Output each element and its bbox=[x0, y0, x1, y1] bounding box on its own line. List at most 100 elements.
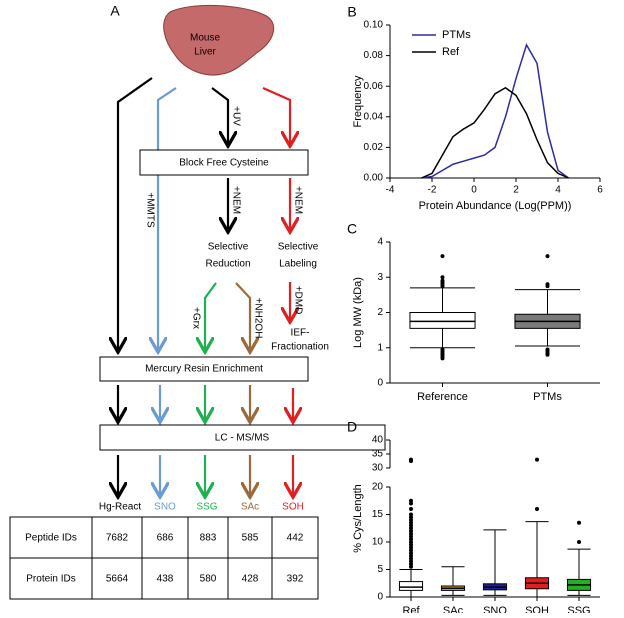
outlier bbox=[535, 457, 539, 462]
liver-text: Mouse bbox=[190, 33, 220, 44]
box bbox=[398, 581, 424, 591]
y-tick-label: 0.06 bbox=[364, 81, 384, 92]
y-tick-label: 5 bbox=[377, 564, 383, 575]
output-label: Hg-React bbox=[99, 502, 141, 513]
table-cell: 580 bbox=[200, 574, 217, 585]
outlier bbox=[545, 254, 550, 259]
output-label: SOH bbox=[282, 502, 304, 513]
liver-icon bbox=[163, 5, 274, 76]
arrow-label: +UV bbox=[230, 106, 241, 126]
outlier bbox=[545, 352, 550, 357]
y-tick-label: 15 bbox=[372, 509, 384, 520]
panel-label: C bbox=[347, 221, 357, 237]
outlier bbox=[440, 284, 445, 289]
outlier bbox=[409, 553, 413, 558]
step-text: Labeling bbox=[279, 259, 317, 270]
y-tick-label: 0 bbox=[377, 592, 383, 603]
table-cell: 686 bbox=[157, 533, 174, 544]
y-tick-label: 10 bbox=[372, 537, 384, 548]
y-tick-label: 0.00 bbox=[364, 173, 384, 184]
y-tick-label: 2 bbox=[377, 307, 383, 318]
step-text: Selective bbox=[208, 242, 249, 253]
output-label: SSG bbox=[196, 502, 217, 513]
y-axis-title: Log MW (kDa) bbox=[352, 277, 364, 348]
mercury-box bbox=[99, 356, 309, 382]
outlier bbox=[409, 512, 413, 517]
outlier bbox=[409, 534, 413, 539]
outlier bbox=[440, 275, 445, 280]
outlier bbox=[440, 254, 445, 259]
table-cell: 5664 bbox=[106, 574, 129, 585]
table-cell: 438 bbox=[157, 574, 174, 585]
table-cell: 442 bbox=[287, 533, 304, 544]
outlier bbox=[409, 548, 413, 553]
lcms-box bbox=[99, 424, 386, 451]
x-tick-label: SSG bbox=[567, 605, 590, 613]
x-tick-label: Ref bbox=[402, 605, 420, 613]
step-text: Selective bbox=[278, 242, 319, 253]
outlier bbox=[409, 537, 413, 542]
outlier bbox=[409, 526, 413, 531]
step-text: Fractionation bbox=[271, 342, 329, 353]
arrow-label: +NH2OH bbox=[252, 298, 263, 339]
x-tick-label: -4 bbox=[386, 185, 395, 196]
arrow bbox=[211, 87, 228, 144]
outlier bbox=[409, 545, 413, 550]
outlier bbox=[409, 564, 413, 569]
arrow-label: +NEM bbox=[230, 186, 241, 214]
table: Peptide IDs 7682 686 883 585 442 Protein IDs 56… bbox=[9, 516, 319, 600]
outlier bbox=[535, 507, 539, 511]
panel-label: D bbox=[347, 419, 357, 435]
arrow bbox=[158, 87, 177, 350]
step-text: IEF- bbox=[291, 328, 310, 339]
arrow-label: +NEM bbox=[292, 186, 303, 214]
y-tick-label: 40 bbox=[372, 435, 384, 446]
outlier bbox=[409, 523, 413, 528]
arrow bbox=[205, 282, 217, 350]
table-cell: 428 bbox=[242, 574, 259, 585]
panel-a: A Mouse Liver Block Free Cysteine +MMTS … bbox=[9, 3, 386, 600]
x-tick-label: 6 bbox=[597, 185, 603, 196]
box-text: LC - MS/MS bbox=[215, 433, 270, 444]
x-tick-label: SAc bbox=[443, 605, 464, 613]
y-tick-label: 3 bbox=[377, 272, 383, 283]
table-cell: 392 bbox=[287, 574, 304, 585]
outlier bbox=[409, 501, 413, 506]
arrow-label: +MMTS bbox=[144, 192, 155, 228]
outlier bbox=[409, 542, 413, 547]
output-label: SNO bbox=[154, 502, 176, 513]
y-tick-label: 4 bbox=[377, 237, 383, 248]
outlier bbox=[409, 518, 413, 522]
outlier bbox=[409, 515, 413, 520]
box-text: Mercury Resin Enrichment bbox=[145, 364, 263, 375]
table-cell: 883 bbox=[200, 533, 217, 544]
y-axis-title: % Cys/Length bbox=[352, 484, 364, 552]
y-axis-title: Frequency bbox=[352, 75, 364, 127]
outlier bbox=[577, 540, 581, 544]
row-header: Peptide IDs bbox=[25, 533, 77, 544]
legend-label: PTMs bbox=[442, 29, 471, 41]
arrow bbox=[262, 86, 290, 144]
x-tick-label: SOH bbox=[525, 605, 549, 613]
y-tick-label: 0.04 bbox=[364, 111, 384, 122]
outlier bbox=[409, 540, 413, 544]
y-tick-label: 0.08 bbox=[364, 50, 384, 61]
table-cell: 585 bbox=[242, 533, 259, 544]
y-tick-label: 35 bbox=[372, 449, 384, 460]
arrow bbox=[118, 77, 153, 350]
line bbox=[421, 43, 569, 179]
box bbox=[409, 312, 476, 329]
liver-text: Liver bbox=[194, 47, 216, 58]
y-tick-label: 1 bbox=[377, 342, 383, 353]
outlier bbox=[409, 529, 413, 533]
legend-label: Ref bbox=[442, 46, 460, 58]
outlier bbox=[409, 531, 413, 536]
arrow-label: +Grx bbox=[190, 307, 201, 329]
outlier bbox=[409, 559, 413, 564]
y-tick-label: 0 bbox=[377, 378, 383, 389]
table-cell: 7682 bbox=[106, 533, 129, 544]
outlier bbox=[409, 507, 413, 511]
panel-label: B bbox=[347, 4, 356, 20]
x-tick-label: 0 bbox=[471, 185, 477, 196]
